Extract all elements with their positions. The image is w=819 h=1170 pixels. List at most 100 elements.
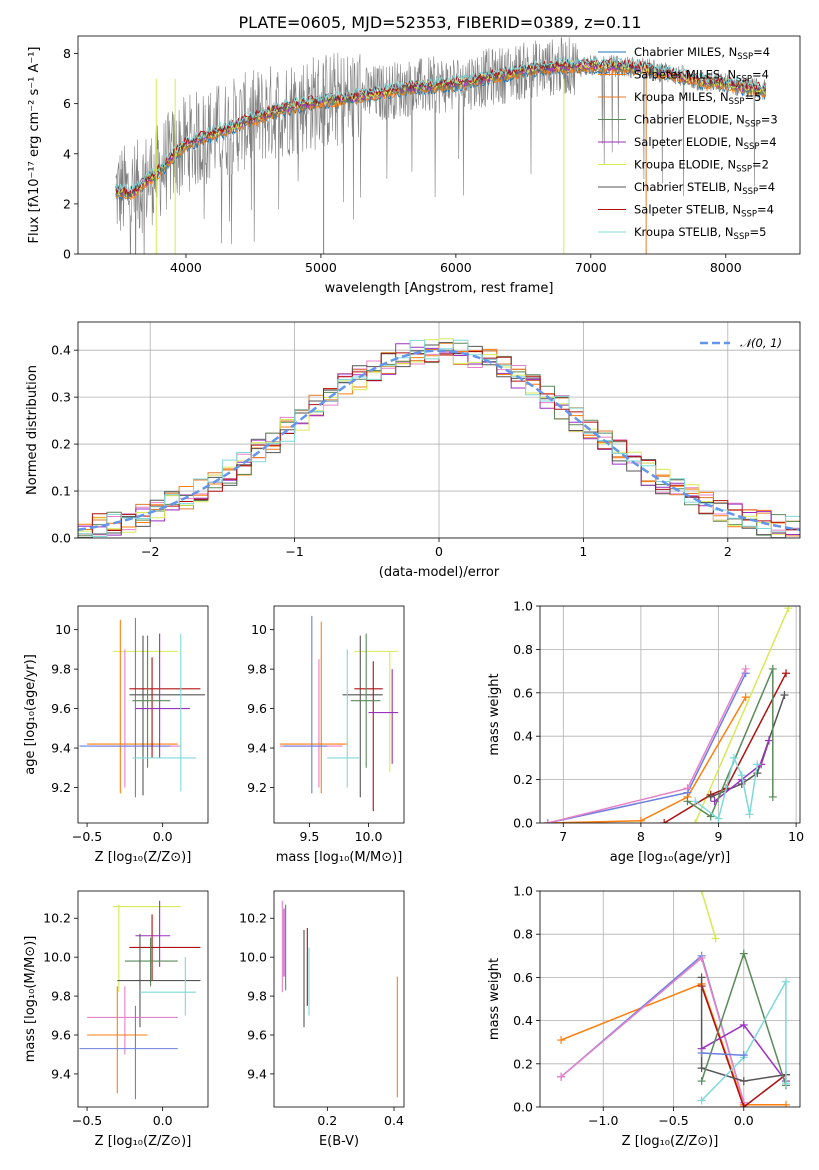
gaussian-curve	[78, 349, 800, 532]
weight-marker	[739, 949, 748, 958]
y-tick-label: 10	[251, 622, 267, 637]
y-tick-label: 9.6	[51, 701, 71, 716]
y-tick-label: 9.8	[51, 662, 71, 677]
weight-marker	[745, 810, 754, 819]
x-tick-label: 7	[559, 829, 567, 844]
x-axis-label: Z [log₁₀(Z/Z⊙)]	[95, 1134, 192, 1149]
legend-sub: SSP	[736, 75, 752, 85]
histogram-step-chabrier_stelib	[78, 342, 800, 538]
legend-entry: Chabrier MILES, NSSP=4	[634, 45, 770, 62]
plot-area	[540, 606, 800, 823]
y-tick-label: 9.6	[247, 701, 267, 716]
weight-marker	[711, 934, 720, 943]
x-tick-label: −2	[141, 544, 159, 559]
axes-frame	[273, 890, 405, 1108]
y-tick-label: 9.6	[51, 1028, 71, 1043]
model-line-chabrier_stelib	[115, 59, 766, 198]
y-tick-label: 8	[63, 46, 71, 61]
plot-area	[281, 900, 398, 1098]
x-tick-label: −0.5	[72, 1113, 102, 1128]
weight-marker	[697, 973, 706, 982]
weight-marker	[739, 1020, 748, 1029]
legend-label: Chabrier STELIB, N	[634, 180, 742, 194]
y-tick-label: 0.4	[513, 1013, 533, 1028]
weight-marker	[697, 953, 706, 962]
legend-sub: SSP	[736, 165, 752, 175]
weight-marker	[739, 1051, 748, 1060]
y-tick-label: 10.0	[43, 950, 71, 965]
x-tick-label: 0.2	[317, 1113, 337, 1128]
axes-frame	[539, 890, 801, 1108]
y-tick-label: 0.0	[51, 531, 71, 546]
y-tick-label: 9.2	[247, 780, 267, 795]
y-tick-label: 9.4	[51, 1066, 71, 1081]
y-tick-label: 9.8	[247, 662, 267, 677]
legend-val: =5	[749, 225, 766, 239]
panel-3: −0.5 0.0 9.2 9.4 9.6 9.8 10 Z [log₁₀(Z/Z⊙)] age …	[23, 605, 209, 865]
legend-val: =5	[744, 90, 761, 104]
weight-marker	[683, 784, 692, 793]
legend-label: Kroupa STELIB, N	[634, 225, 734, 239]
legend-val: =4	[753, 45, 770, 59]
y-axis-label: age [log₁₀(age/yr)]	[23, 654, 38, 775]
weight-marker	[557, 1072, 566, 1081]
axes-frame	[77, 321, 801, 539]
x-axis-label: age [log₁₀(age/yr)]	[610, 850, 731, 865]
legend-label: Kroupa MILES, N	[634, 90, 729, 104]
x-axis-label: Z [log₁₀(Z/Z⊙)]	[95, 850, 192, 865]
x-tick-label: −0.5	[72, 829, 102, 844]
y-tick-label: 0.2	[513, 772, 533, 787]
figure-title: PLATE=0605, MJD=52353, FIBERID=0389, z=0…	[238, 13, 641, 32]
legend-sub: SSP	[744, 142, 760, 152]
legend-sub: SSP	[729, 97, 745, 107]
y-tick-label: 0.3	[51, 390, 71, 405]
y-tick-label: 0.6	[513, 685, 533, 700]
weight-marker	[741, 693, 750, 702]
plot-area	[78, 322, 800, 538]
weight-marker	[739, 1077, 748, 1086]
legend-label: Salpeter STELIB, N	[634, 203, 741, 217]
weight-marker	[781, 1079, 790, 1088]
panel-6: −0.5 0.0 9.4 9.6 9.8 10.0 10.2 Z [log₁₀(Z/Z⊙)] m…	[23, 890, 209, 1149]
weight-marker	[741, 664, 750, 673]
legend-label: Salpeter ELODIE, N	[634, 135, 744, 149]
y-tick-label: 1.0	[513, 884, 533, 899]
weight-marker	[691, 819, 700, 823]
x-tick-label: −1.0	[588, 1113, 618, 1128]
weight-line-salpeter_miles	[547, 696, 747, 823]
x-axis-label: (data-model)/error	[379, 565, 500, 580]
legend-val: =2	[752, 158, 769, 172]
y-tick-label: 0.1	[51, 484, 71, 499]
axes-frame	[539, 605, 801, 824]
weight-marker	[636, 816, 645, 823]
x-tick-label: −1	[285, 544, 303, 559]
y-axis-label: mass weight	[487, 673, 502, 755]
legend-sub: SSP	[734, 232, 750, 242]
weight-marker	[706, 792, 715, 801]
x-tick-label: 10.0	[355, 829, 383, 844]
plot-area	[540, 891, 800, 1107]
weight-marker	[697, 1049, 706, 1057]
legend-val: =4	[752, 68, 769, 82]
weight-line-kroupa_elodie	[700, 891, 717, 939]
weight-marker	[697, 891, 706, 895]
legend-sub: SSP	[742, 187, 758, 197]
x-tick-label: 10	[788, 829, 804, 844]
weight-marker	[784, 606, 793, 613]
y-tick-label: 0.0	[513, 1100, 533, 1115]
y-axis-label: Normed distribution	[25, 365, 40, 495]
legend-entry: Salpeter ELODIE, NSSP=4	[634, 135, 777, 152]
plot-area	[115, 36, 767, 254]
x-tick-label: 4000	[170, 260, 202, 275]
axes-frame	[77, 890, 209, 1108]
weight-marker	[782, 669, 791, 678]
legend-entry: Chabrier STELIB, NSSP=4	[634, 180, 775, 197]
legend-entry: Kroupa STELIB, NSSP=5	[634, 225, 766, 242]
y-axis-label: mass [log₁₀(M/M⊙)]	[23, 936, 38, 1063]
x-tick-label: 5000	[305, 260, 337, 275]
y-tick-label: 0.6	[513, 970, 533, 985]
y-tick-label: 9.4	[247, 1066, 267, 1081]
panel-5: 7 8 9 10 0.0 0.2 0.4 0.6 0.8 1.0 age [log₁₀(age/yr…	[487, 599, 804, 866]
x-tick-label: 6000	[440, 260, 472, 275]
legend-entry: Kroupa MILES, NSSP=5	[634, 90, 761, 107]
